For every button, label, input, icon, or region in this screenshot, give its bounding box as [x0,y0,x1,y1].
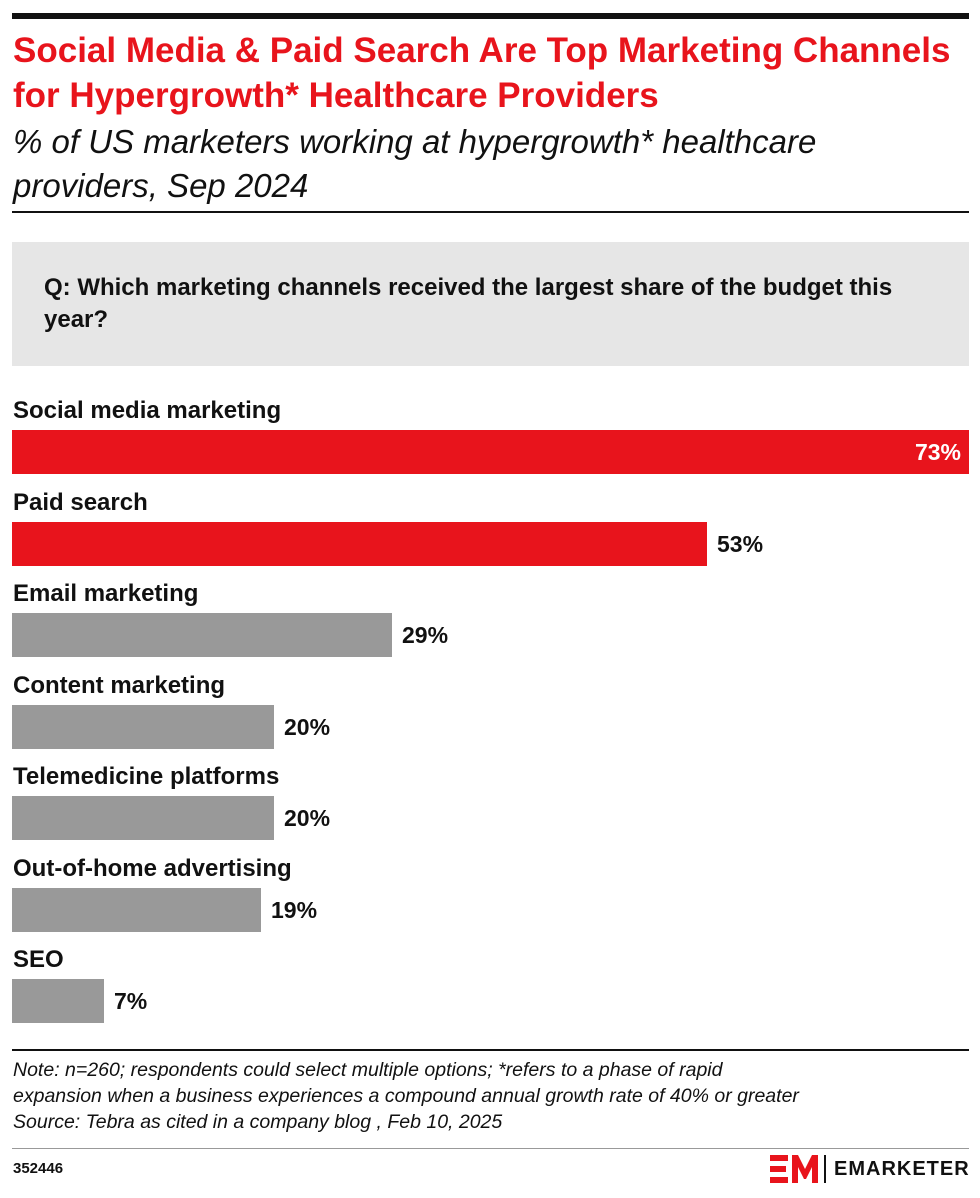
em-logo-icon [770,1155,818,1183]
chart-subtitle: % of US marketers working at hypergrowth… [13,123,817,204]
bar [12,704,274,749]
chart-id: 352446 [13,1160,64,1177]
bar [12,796,274,840]
question-box: Q: Which marketing channels received the… [12,242,969,366]
category-label: Email marketing [13,580,199,607]
category-label: Telemedicine platforms [13,763,280,790]
category-label: Content marketing [13,671,226,699]
value-label: 73% [914,439,961,465]
category-label: Paid search [13,488,148,516]
chart-note: Note: n=260; respondents could select mu… [13,1057,968,1135]
logo-separator [824,1155,826,1183]
chart-title: Social Media & Paid Search Are Top Marke… [13,31,951,115]
value-label: 53% [717,530,764,557]
value-label: 19% [271,896,318,923]
bar [12,430,969,474]
source-line: Source: Tebra as cited in a company blog… [13,1111,503,1133]
note-line: Note: n=260; respondents could select mu… [13,1059,723,1081]
value-label: 7% [114,988,148,1014]
subtitle-rule [12,211,969,213]
top-rule [12,13,969,19]
value-label: 20% [284,805,331,831]
bar [12,613,392,657]
question-text: Q: Which marketing channels received the… [44,274,893,333]
value-label: 20% [284,713,331,740]
note-rule [12,1049,969,1051]
emarketer-logo: EMARKETER [770,1151,970,1187]
brand-name: EMARKETER [834,1157,970,1180]
category-label: Out-of-home advertising [13,854,292,882]
bar [12,521,707,566]
footer-rule [12,1148,969,1149]
category-label: SEO [13,946,64,973]
category-label: Social media marketing [13,397,282,424]
note-line: expansion when a business experiences a … [13,1085,799,1107]
bar [12,887,261,932]
bar [12,979,104,1023]
value-label: 29% [402,622,449,648]
